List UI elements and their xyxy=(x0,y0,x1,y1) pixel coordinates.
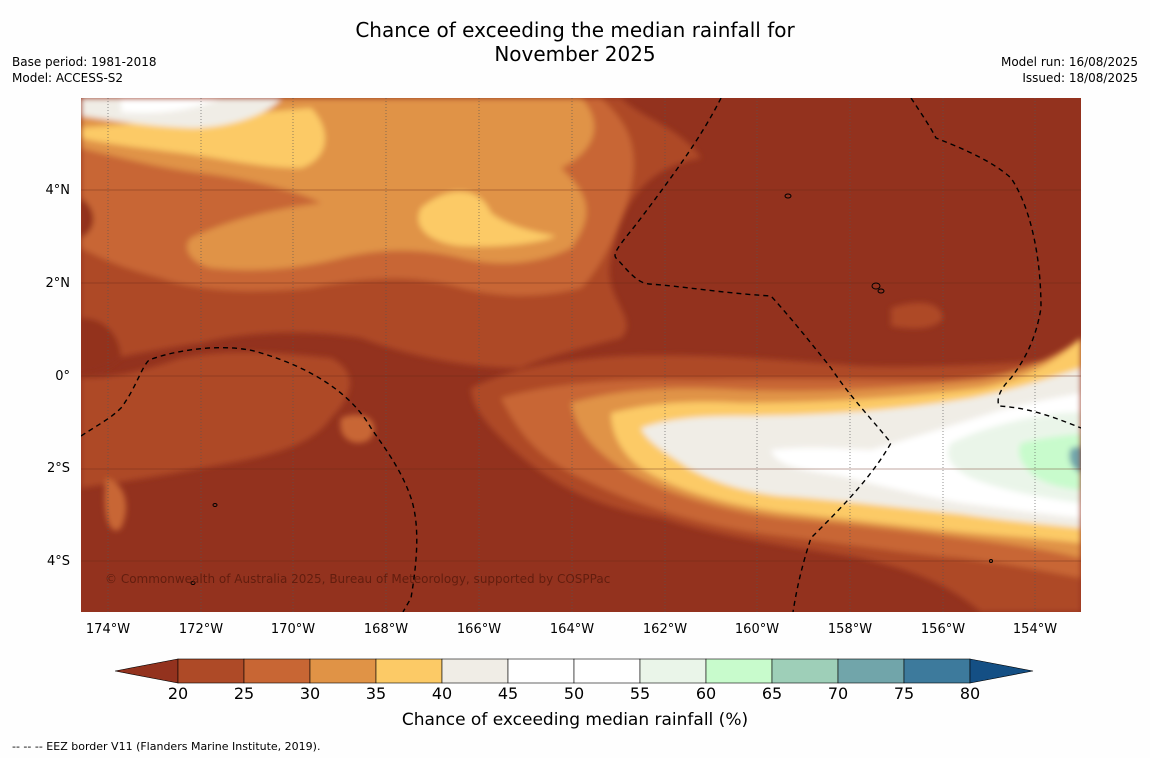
eez-border-west xyxy=(81,346,418,612)
colorbar-tick: 75 xyxy=(893,684,915,703)
colorbar-tick: 40 xyxy=(431,684,453,703)
colorbar-segment xyxy=(177,658,245,684)
model-run: Model run: 16/08/2025 xyxy=(1000,55,1138,69)
lat-label-4n: 4°N xyxy=(45,183,71,198)
eez-border-east xyxy=(910,98,1081,429)
colorbar-segment xyxy=(771,658,839,684)
lon-label-154w: 154°W xyxy=(1012,622,1058,637)
base-period: Base period: 1981-2018 xyxy=(12,55,157,69)
colorbar-tick: 20 xyxy=(167,684,189,703)
colorbar-tick: 55 xyxy=(629,684,651,703)
colorbar-segment xyxy=(441,658,509,684)
model-name: Model: ACCESS-S2 xyxy=(12,71,124,85)
colorbar-tick: 80 xyxy=(959,684,981,703)
colorbar-segment xyxy=(507,658,575,684)
title-line-2: November 2025 xyxy=(494,42,656,66)
colorbar-tick: 45 xyxy=(497,684,519,703)
copyright-credit: © Commonwealth of Australia 2025, Bureau… xyxy=(105,572,611,586)
map-canvas xyxy=(81,98,1081,612)
colorbar-tick: 60 xyxy=(695,684,717,703)
graticule xyxy=(81,189,1081,562)
meta-right: Model run: 16/08/2025 Issued: 18/08/2025 xyxy=(1001,54,1138,86)
colorbar-segment xyxy=(903,658,971,684)
contour-60-south xyxy=(1019,434,1081,490)
colorbar-tick: 50 xyxy=(563,684,585,703)
contour-70-south xyxy=(1069,446,1081,473)
lon-label-158w: 158°W xyxy=(827,622,873,637)
colorbar-segment xyxy=(375,658,443,684)
lon-label-170w: 170°W xyxy=(270,622,316,637)
contour-20-west xyxy=(81,318,121,373)
islands xyxy=(190,193,993,585)
colorbar-label: Chance of exceeding median rainfall (%) xyxy=(401,710,749,730)
colorbar-segment xyxy=(573,658,641,684)
eez-footnote: -- -- -- EEZ border V11 (Flanders Marine… xyxy=(12,740,321,753)
eez-border-center xyxy=(614,98,892,612)
colorbar-tick: 30 xyxy=(299,684,321,703)
colorbar-extend-high xyxy=(969,658,1034,684)
contour-30-west-small xyxy=(340,414,375,443)
contour-25-east-small xyxy=(891,302,943,329)
colorbar xyxy=(115,658,1034,684)
colorbar-segment xyxy=(705,658,773,684)
lon-label-162w: 162°W xyxy=(642,622,688,637)
contour-50-north xyxy=(121,98,221,114)
lon-label-164w: 164°W xyxy=(549,622,595,637)
lat-label-0: 0° xyxy=(55,369,70,384)
contour-20-west-small xyxy=(81,198,94,238)
colorbar-segment xyxy=(837,658,905,684)
lon-label-174w: 174°W xyxy=(85,622,131,637)
lon-label-166w: 166°W xyxy=(456,622,502,637)
contour-25-west-south xyxy=(81,352,350,488)
meta-left: Base period: 1981-2018 Model: ACCESS-S2 xyxy=(12,54,157,86)
colorbar-tick: 25 xyxy=(233,684,255,703)
rainfall-map xyxy=(81,98,1081,612)
lon-label-172w: 172°W xyxy=(178,622,224,637)
issued-date: Issued: 18/08/2025 xyxy=(1022,71,1138,85)
colorbar-segment xyxy=(243,658,311,684)
lat-label-4s: 4°S xyxy=(46,554,70,569)
lat-label-2s: 2°S xyxy=(46,461,70,476)
colorbar-segment xyxy=(639,658,707,684)
lat-label-2n: 2°N xyxy=(45,276,71,291)
title-line-1: Chance of exceeding the median rainfall … xyxy=(355,18,795,42)
colorbar-tick: 70 xyxy=(827,684,849,703)
map-title: Chance of exceeding the median rainfall … xyxy=(0,18,1150,66)
colorbar-segment xyxy=(309,658,377,684)
colorbar-extend-low xyxy=(115,658,179,684)
colorbar-tick: 65 xyxy=(761,684,783,703)
lon-label-156w: 156°W xyxy=(920,622,966,637)
lon-label-168w: 168°W xyxy=(363,622,409,637)
contour-40-north-center xyxy=(418,191,556,247)
eez-borders xyxy=(81,98,1081,612)
colorbar-tick: 35 xyxy=(365,684,387,703)
contour-30-west xyxy=(104,478,126,531)
lon-label-160w: 160°W xyxy=(734,622,780,637)
